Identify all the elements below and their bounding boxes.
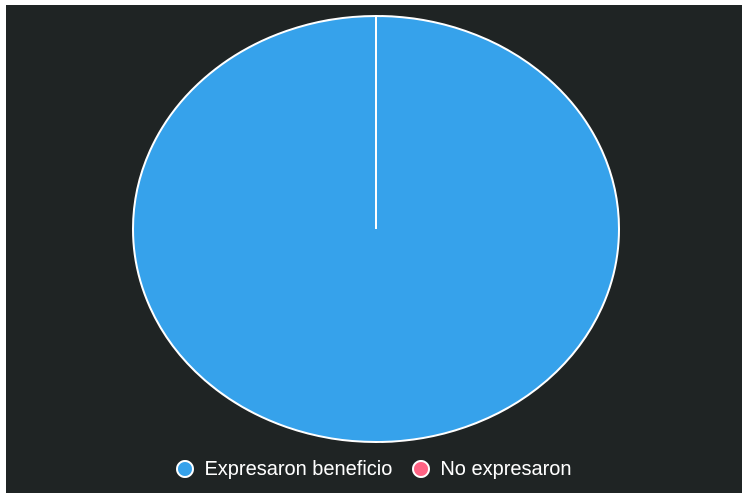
pie-chart [132, 15, 620, 443]
legend-swatch [412, 460, 431, 478]
chart-legend: Expresaron beneficio No expresaron [6, 453, 742, 485]
legend-item-no-expresaron[interactable]: No expresaron [412, 457, 572, 481]
legend-item-expresaron-beneficio[interactable]: Expresaron beneficio [176, 458, 392, 481]
legend-label: No expresaron [440, 457, 572, 480]
legend-label: Expresaron beneficio [204, 457, 393, 480]
legend-swatch [176, 460, 195, 478]
chart-container: Expresaron beneficio No expresaron [6, 5, 742, 493]
